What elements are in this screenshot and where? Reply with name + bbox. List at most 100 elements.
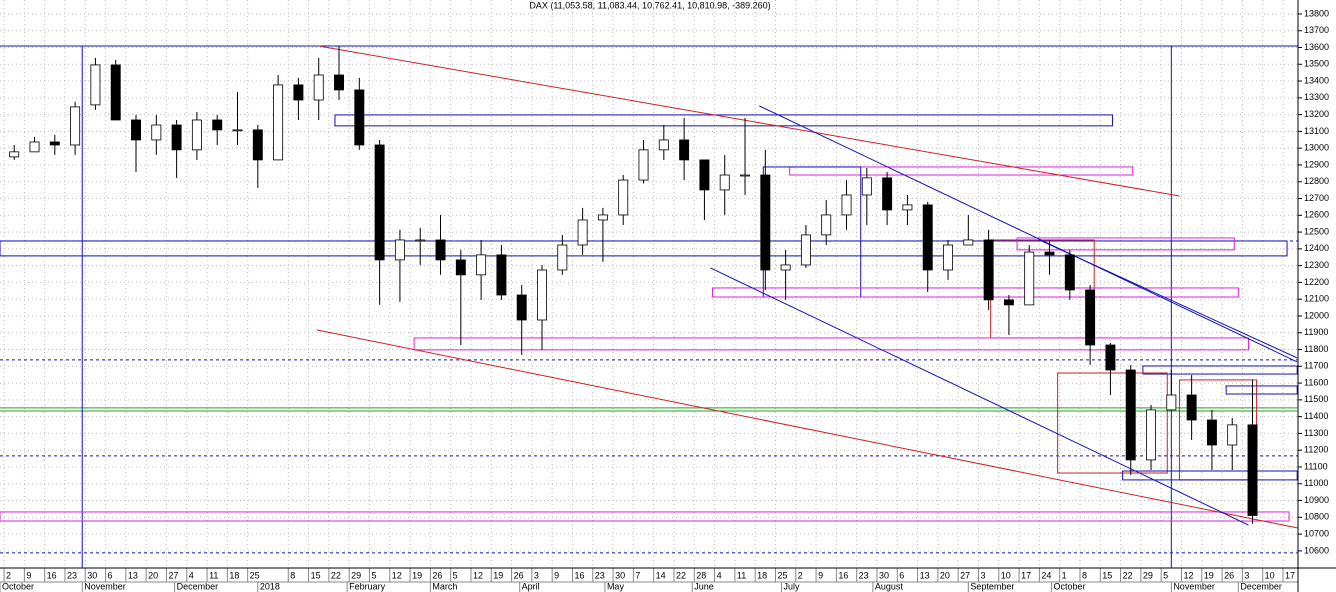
- candle-body: [49, 141, 60, 146]
- x-tick-label: 9: [554, 570, 559, 580]
- x-tick-label: 3: [1244, 570, 1249, 580]
- x-tick-label: 8: [290, 570, 295, 580]
- x-tick-label: 22: [676, 570, 686, 580]
- candle-body: [516, 294, 527, 321]
- candle-body: [476, 254, 487, 276]
- candle-body: [354, 89, 365, 146]
- month-label: August: [875, 581, 904, 591]
- trend-line: [318, 45, 1180, 197]
- x-tick-label: 11: [209, 570, 218, 580]
- candle-body: [1044, 251, 1055, 256]
- month-label: October: [2, 581, 34, 591]
- zone-box: [1016, 237, 1235, 251]
- candle-body: [882, 177, 893, 211]
- x-tick-label: 26: [514, 570, 524, 580]
- x-tick-label: 22: [331, 570, 341, 580]
- candle-body: [557, 244, 568, 271]
- candle-body: [800, 234, 811, 266]
- y-tick-label: 10700: [1304, 528, 1329, 538]
- candle-body: [90, 64, 101, 106]
- y-tick-label: 12000: [1304, 310, 1329, 320]
- trend-line: [316, 329, 1298, 529]
- y-tick-label: 13300: [1304, 92, 1329, 102]
- zone-box: [1122, 470, 1298, 481]
- y-tick-label: 10900: [1304, 495, 1329, 505]
- candle-body: [191, 119, 202, 151]
- x-tick-label: 17: [1285, 570, 1295, 580]
- x-tick-label: 25: [777, 570, 787, 580]
- candle-body: [232, 129, 243, 132]
- zone-box: [789, 166, 1134, 176]
- x-tick-label: 22: [1123, 570, 1133, 580]
- candle-body: [70, 106, 81, 146]
- x-tick-label: 19: [493, 570, 503, 580]
- x-tick-label: 11: [737, 570, 746, 580]
- candle-body: [29, 141, 40, 153]
- y-tick-label: 13000: [1304, 143, 1329, 153]
- candle-body: [496, 254, 507, 296]
- candle-body: [1166, 394, 1177, 411]
- y-tick-label: 13100: [1304, 126, 1329, 136]
- x-tick-label: 3: [980, 570, 985, 580]
- x-tick-label: 2: [6, 570, 11, 580]
- y-tick-label: 10800: [1304, 512, 1329, 522]
- x-tick-label: 13: [920, 570, 930, 580]
- y-tick-label: 11500: [1304, 394, 1328, 404]
- x-tick-label: 3: [534, 570, 539, 580]
- candle-body: [760, 174, 771, 271]
- chart-title: DAX (11,053.58, 11,083.44, 10,762.41, 10…: [529, 0, 770, 10]
- candle-body: [679, 139, 690, 161]
- candle-body: [943, 244, 953, 271]
- y-tick-label: 11900: [1304, 327, 1328, 337]
- month-label: 2018: [260, 581, 280, 591]
- candle-body: [780, 264, 791, 271]
- x-tick-label: 10: [1265, 570, 1275, 580]
- candle-body: [171, 124, 182, 151]
- candle-body: [1125, 369, 1136, 461]
- x-tick-label: 23: [595, 570, 605, 580]
- candle-body: [699, 159, 710, 191]
- candle-body: [334, 74, 344, 91]
- candle-body: [1064, 254, 1075, 291]
- zone-box: [413, 337, 1249, 351]
- x-tick-label: 15: [311, 570, 321, 580]
- candle-body: [658, 139, 669, 151]
- x-tick-label: 20: [148, 570, 158, 580]
- y-tick-label: 12900: [1304, 159, 1329, 169]
- x-tick-label: 23: [67, 570, 77, 580]
- y-tick-label: 12200: [1304, 277, 1329, 287]
- x-tick-label: 24: [1041, 570, 1051, 580]
- zone-box: [0, 240, 1288, 257]
- y-tick-label: 12100: [1304, 294, 1329, 304]
- x-tick-label: 16: [574, 570, 584, 580]
- x-tick-label: 16: [838, 570, 848, 580]
- candle-body: [1146, 409, 1156, 461]
- candle-body: [313, 74, 324, 101]
- candle-body: [922, 204, 933, 271]
- x-tick-label: 29: [351, 570, 361, 580]
- x-tick-label: 12: [473, 570, 483, 580]
- candle-body: [374, 144, 385, 261]
- trend-line: [1039, 239, 1298, 359]
- candle-body: [1247, 424, 1258, 516]
- y-tick-label: 12800: [1304, 176, 1329, 186]
- x-tick-label: 27: [960, 570, 970, 580]
- x-tick-label: 30: [879, 570, 889, 580]
- y-tick-label: 11100: [1304, 461, 1328, 471]
- candle-body: [963, 239, 974, 246]
- month-label: July: [784, 581, 801, 591]
- month-label: February: [349, 581, 386, 591]
- x-tick-label: 5: [1163, 570, 1168, 580]
- month-label: May: [607, 581, 625, 591]
- x-tick-label: 1: [1062, 570, 1067, 580]
- x-tick-label: 15: [1102, 570, 1112, 580]
- y-tick-label: 13800: [1304, 8, 1329, 18]
- month-label: December: [177, 581, 219, 591]
- zone-box: [1225, 385, 1298, 395]
- candle-body: [110, 64, 121, 121]
- candle-body: [394, 239, 405, 261]
- x-tick-label: 16: [47, 570, 57, 580]
- y-tick-label: 13600: [1304, 42, 1329, 52]
